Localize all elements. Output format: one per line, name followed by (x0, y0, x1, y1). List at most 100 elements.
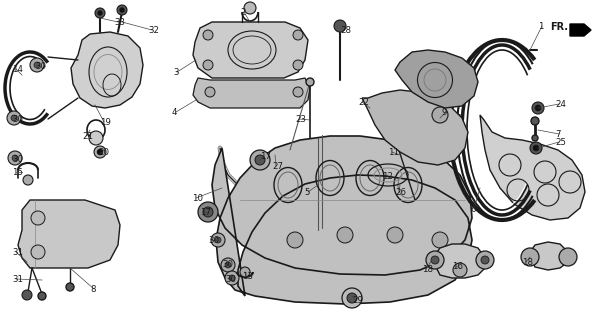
Circle shape (215, 237, 221, 243)
Circle shape (347, 293, 357, 303)
Circle shape (203, 207, 213, 217)
Text: 30: 30 (35, 62, 46, 71)
Circle shape (337, 227, 353, 243)
Text: 30: 30 (12, 115, 23, 124)
Circle shape (205, 87, 215, 97)
Circle shape (342, 288, 362, 308)
Text: 9: 9 (442, 108, 447, 117)
Circle shape (11, 115, 17, 121)
Circle shape (211, 233, 225, 247)
Circle shape (476, 251, 494, 269)
Circle shape (240, 267, 250, 277)
Text: 33: 33 (114, 18, 125, 27)
Polygon shape (435, 244, 485, 278)
Text: 18: 18 (422, 265, 433, 274)
Text: 30: 30 (208, 236, 219, 245)
Text: 26: 26 (395, 188, 406, 197)
Circle shape (432, 232, 448, 248)
Text: 15: 15 (12, 168, 23, 177)
Circle shape (8, 151, 22, 165)
Text: 25: 25 (555, 138, 566, 147)
Circle shape (12, 155, 18, 161)
Circle shape (89, 131, 103, 145)
Circle shape (225, 262, 231, 268)
Circle shape (98, 11, 102, 15)
Text: 17: 17 (260, 152, 271, 161)
Circle shape (31, 211, 45, 225)
Text: 20: 20 (98, 148, 109, 157)
Polygon shape (18, 200, 120, 268)
Polygon shape (395, 50, 478, 108)
Circle shape (287, 232, 303, 248)
Text: 23: 23 (295, 115, 306, 124)
Circle shape (31, 245, 45, 259)
Circle shape (431, 256, 439, 264)
Circle shape (255, 155, 265, 165)
Text: 27: 27 (272, 162, 283, 171)
Text: 16: 16 (452, 262, 463, 271)
Circle shape (432, 107, 448, 123)
Polygon shape (570, 24, 591, 36)
Circle shape (95, 8, 105, 18)
Polygon shape (212, 136, 472, 304)
Circle shape (293, 87, 303, 97)
Circle shape (426, 251, 444, 269)
Text: 1: 1 (538, 22, 543, 31)
Circle shape (38, 292, 46, 300)
Polygon shape (362, 90, 468, 165)
Polygon shape (193, 78, 310, 108)
Text: 4: 4 (172, 108, 177, 117)
Text: 21: 21 (82, 132, 93, 141)
Text: 11: 11 (388, 148, 399, 157)
Circle shape (203, 60, 213, 70)
Text: 3: 3 (173, 68, 178, 77)
Circle shape (225, 271, 239, 285)
Text: 29: 29 (352, 296, 363, 305)
Circle shape (531, 117, 539, 125)
Text: 17: 17 (200, 208, 211, 217)
Circle shape (532, 135, 538, 141)
Circle shape (535, 105, 541, 111)
Circle shape (481, 256, 489, 264)
Circle shape (532, 102, 544, 114)
Circle shape (453, 263, 467, 277)
Text: 19: 19 (100, 118, 111, 127)
Circle shape (521, 248, 539, 266)
Circle shape (250, 150, 270, 170)
Text: 28: 28 (340, 26, 351, 35)
Text: 22: 22 (358, 98, 369, 107)
Polygon shape (530, 242, 568, 270)
Text: 24: 24 (555, 100, 566, 109)
Text: 6: 6 (470, 205, 475, 214)
Text: 13: 13 (242, 272, 253, 281)
Text: 10: 10 (192, 194, 203, 203)
Circle shape (559, 248, 577, 266)
Circle shape (34, 62, 40, 68)
Circle shape (98, 149, 102, 155)
Text: 30: 30 (12, 155, 23, 164)
Circle shape (387, 227, 403, 243)
Circle shape (120, 8, 124, 12)
Circle shape (293, 60, 303, 70)
Circle shape (229, 275, 235, 281)
Text: 8: 8 (90, 285, 96, 294)
Circle shape (203, 30, 213, 40)
Text: FR.: FR. (550, 22, 568, 32)
Circle shape (244, 2, 256, 14)
Circle shape (66, 283, 74, 291)
Text: 30: 30 (225, 275, 236, 284)
Circle shape (306, 78, 314, 86)
Circle shape (22, 290, 32, 300)
Text: 30: 30 (222, 260, 233, 269)
Circle shape (221, 258, 235, 272)
Circle shape (23, 175, 33, 185)
Text: 32: 32 (148, 26, 159, 35)
Circle shape (117, 5, 127, 15)
Circle shape (198, 202, 218, 222)
Polygon shape (193, 22, 308, 78)
Text: 31: 31 (12, 248, 23, 257)
Text: 14: 14 (12, 65, 23, 74)
Text: 18: 18 (522, 258, 533, 267)
Text: 2: 2 (240, 8, 246, 17)
Text: 7: 7 (555, 130, 560, 139)
